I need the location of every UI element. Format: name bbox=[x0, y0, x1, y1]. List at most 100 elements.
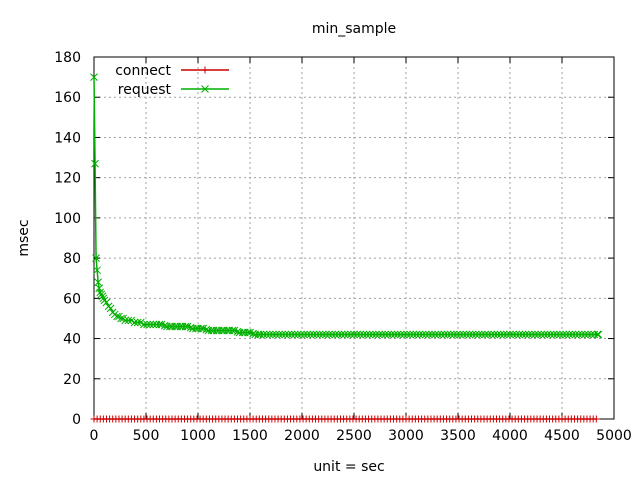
data-point-request bbox=[524, 330, 533, 339]
data-point-request bbox=[593, 330, 602, 339]
y-tick-label: 0 bbox=[72, 412, 81, 428]
data-point-request bbox=[459, 330, 468, 339]
y-tick-label: 80 bbox=[63, 251, 81, 267]
y-tick-label: 60 bbox=[63, 291, 81, 307]
data-point-request bbox=[303, 330, 312, 339]
data-point-request bbox=[93, 266, 101, 275]
data-point-request bbox=[431, 330, 439, 339]
x-tick-label: 5000 bbox=[596, 428, 632, 444]
data-point-request bbox=[421, 330, 430, 339]
data-point-request bbox=[562, 330, 571, 339]
data-point-request bbox=[506, 330, 514, 339]
data-point-request bbox=[99, 294, 108, 303]
data-point-request bbox=[487, 330, 496, 339]
data-point-request bbox=[509, 330, 517, 339]
legend-marker bbox=[201, 66, 209, 74]
x-tick-label: 3500 bbox=[440, 428, 476, 444]
data-point-request bbox=[113, 312, 121, 321]
data-point-request bbox=[278, 330, 287, 339]
data-point-request bbox=[102, 298, 111, 307]
data-point-request bbox=[462, 330, 471, 339]
data-point-request bbox=[577, 330, 586, 339]
y-tick-label: 40 bbox=[63, 332, 81, 348]
y-tick-label: 20 bbox=[63, 372, 81, 388]
data-point-request bbox=[356, 330, 365, 339]
data-point-request bbox=[390, 330, 399, 339]
data-point-request bbox=[300, 330, 308, 339]
data-point-request bbox=[149, 320, 158, 329]
data-point-request bbox=[287, 330, 296, 339]
data-point-request bbox=[584, 330, 592, 339]
data-point-request bbox=[534, 330, 542, 339]
data-point-request bbox=[571, 330, 580, 339]
data-point-request bbox=[499, 330, 508, 339]
data-point-request bbox=[540, 330, 549, 339]
x-tick-label: 2000 bbox=[284, 428, 320, 444]
data-point-request bbox=[512, 330, 521, 339]
legend-label: request bbox=[118, 82, 172, 98]
x-tick-label: 4500 bbox=[544, 428, 580, 444]
chart-title: min_sample bbox=[312, 21, 396, 37]
x-tick-label: 1000 bbox=[180, 428, 216, 444]
data-point-request bbox=[92, 254, 100, 262]
grid bbox=[94, 57, 614, 419]
data-point-request bbox=[130, 318, 139, 327]
data-point-request bbox=[531, 330, 539, 339]
data-point-request bbox=[309, 330, 318, 339]
data-point-request bbox=[481, 330, 489, 339]
data-point-request bbox=[269, 330, 277, 339]
data-point-request bbox=[493, 330, 502, 339]
data-point-request bbox=[359, 330, 368, 339]
data-point-request bbox=[496, 330, 505, 339]
data-point-request bbox=[91, 159, 99, 168]
series-layer bbox=[90, 73, 603, 423]
data-point-request bbox=[418, 330, 427, 339]
data-point-request bbox=[143, 320, 151, 329]
data-point-request bbox=[353, 330, 361, 339]
x-tick-label: 3000 bbox=[388, 428, 424, 444]
data-point-request bbox=[259, 330, 268, 339]
data-point-request bbox=[371, 330, 380, 339]
data-point-request bbox=[297, 330, 305, 339]
data-point-request bbox=[594, 330, 603, 339]
x-tick-label: 500 bbox=[133, 428, 160, 444]
data-point-request bbox=[106, 304, 115, 313]
data-point-request bbox=[124, 316, 133, 325]
data-point-request bbox=[443, 330, 452, 339]
data-point-request bbox=[396, 330, 405, 339]
data-point-request bbox=[381, 330, 390, 339]
data-point-request bbox=[490, 330, 499, 339]
data-point-request bbox=[340, 330, 349, 339]
data-point-request bbox=[328, 330, 337, 339]
legend-item-request: request bbox=[118, 82, 229, 98]
data-point-request bbox=[406, 330, 415, 339]
data-point-request bbox=[306, 330, 315, 339]
data-point-request bbox=[337, 330, 346, 339]
data-point-request bbox=[265, 330, 274, 339]
legend-item-connect: connect bbox=[115, 63, 229, 79]
series-connect bbox=[90, 415, 600, 423]
data-point-request bbox=[587, 330, 595, 339]
data-point-request bbox=[272, 330, 280, 339]
data-point-request bbox=[117, 314, 125, 323]
data-point-request bbox=[275, 330, 283, 339]
data-point-request bbox=[468, 330, 477, 339]
x-tick-label: 2500 bbox=[336, 428, 372, 444]
data-point-request bbox=[449, 330, 458, 339]
series-request bbox=[90, 73, 603, 339]
y-tick-label: 100 bbox=[54, 211, 81, 227]
data-point-request bbox=[521, 330, 530, 339]
data-point-request bbox=[90, 73, 98, 81]
data-point-request bbox=[281, 330, 290, 339]
data-point-request bbox=[365, 330, 374, 339]
data-point-request bbox=[453, 330, 461, 339]
legend-marker bbox=[201, 85, 209, 93]
data-point-request bbox=[428, 330, 436, 339]
x-axis-label: unit = sec bbox=[313, 459, 384, 475]
data-point-request bbox=[334, 330, 343, 339]
data-point-request bbox=[456, 330, 464, 339]
data-point-request bbox=[387, 330, 396, 339]
data-point-request bbox=[415, 330, 424, 339]
